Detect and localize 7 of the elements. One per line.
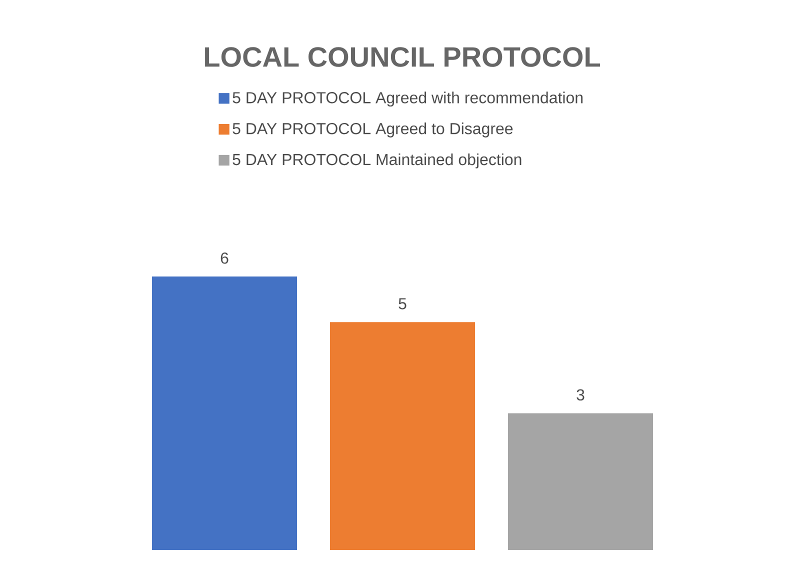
legend-label: 5 DAY PROTOCOL Maintained objection xyxy=(232,153,522,168)
legend-label: 5 DAY PROTOCOL Agreed to Disagree xyxy=(232,122,513,138)
legend-label: 5 DAY PROTOCOL Agreed with recommendation xyxy=(232,92,583,107)
data-label: 5 xyxy=(398,298,406,310)
data-label: 3 xyxy=(576,389,584,401)
chart-title: LOCAL COUNCIL PROTOCOL xyxy=(205,47,600,67)
data-label: 6 xyxy=(220,252,228,264)
